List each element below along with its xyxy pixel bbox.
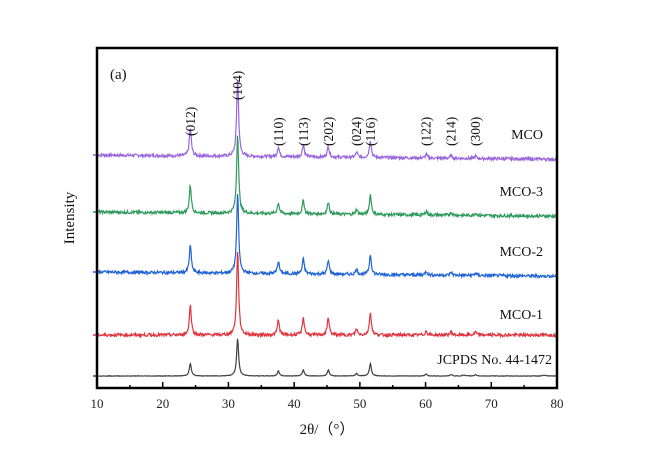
- x-tick-label: 70: [485, 396, 498, 411]
- series-line: [97, 80, 557, 163]
- series-label: MCO-2: [499, 245, 543, 260]
- peak-label: (104): [230, 71, 245, 100]
- series-label: MCO-3: [499, 185, 543, 200]
- series-line: [97, 338, 557, 378]
- series-label-layer: MCO MCO-3 MCO-2 MCO-1 JCPDS No. 44-1472: [437, 128, 552, 368]
- x-tick-label: 10: [91, 396, 104, 411]
- peak-label: (110): [271, 117, 286, 146]
- series-label: MCO: [511, 128, 543, 143]
- x-tick-label: 80: [551, 396, 564, 411]
- series-label: JCPDS No. 44-1472: [437, 353, 552, 368]
- plot-frame: [95, 46, 559, 390]
- x-tick-label: 60: [419, 396, 432, 411]
- peak-label: (012): [183, 107, 198, 136]
- series-line: [97, 135, 557, 220]
- peak-label: (202): [321, 117, 336, 146]
- peak-label: (024): [349, 117, 364, 146]
- series-mco-1: [93, 251, 557, 339]
- panel-label: (a): [110, 67, 127, 83]
- peak-label-layer: (012) (104) (110) (113) (202) (024)(116) (122)…: [183, 71, 483, 146]
- x-tick-label: 50: [353, 396, 366, 411]
- series-line: [97, 194, 557, 280]
- y-axis-label: Intensity: [62, 191, 78, 244]
- x-tick-label: 40: [288, 396, 301, 411]
- series-line: [97, 251, 557, 339]
- series-mco-2: [93, 194, 557, 280]
- peak-label: (116): [363, 117, 378, 146]
- series-label: MCO-1: [499, 308, 543, 323]
- x-tick-label: 30: [222, 396, 235, 411]
- peak-label: (113): [296, 117, 311, 146]
- x-axis-label: 2θ/（°）: [300, 421, 355, 438]
- peak-label: (214): [444, 117, 459, 146]
- peak-label: (122): [419, 117, 434, 146]
- x-axis: 10 20 30 40 50 60 70 80: [91, 382, 564, 411]
- x-tick-label: 20: [156, 396, 169, 411]
- series-layer: [93, 80, 557, 378]
- peak-label: (300): [468, 117, 483, 146]
